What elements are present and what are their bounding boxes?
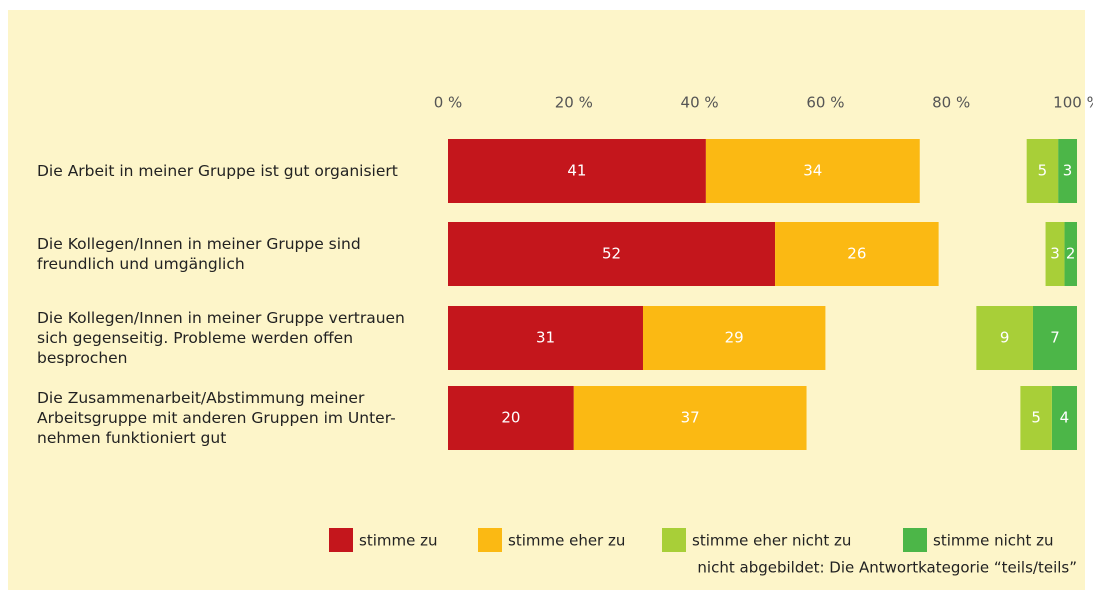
x-tick-label: 100 % bbox=[1053, 94, 1093, 112]
bar-segment bbox=[448, 306, 643, 370]
legend-swatch bbox=[329, 528, 353, 552]
value-label: 3 bbox=[1050, 245, 1060, 263]
value-label: 3 bbox=[1063, 162, 1073, 180]
bar-segment bbox=[1020, 386, 1052, 450]
panel bbox=[8, 10, 1085, 590]
value-label: 5 bbox=[1038, 162, 1048, 180]
x-tick-label: 0 % bbox=[434, 94, 463, 112]
bar-segment bbox=[448, 386, 574, 450]
x-tick-label: 80 % bbox=[932, 94, 970, 112]
legend-label: stimme nicht zu bbox=[933, 532, 1054, 550]
category-label: Die Arbeit in meiner Gruppe ist gut orga… bbox=[37, 162, 398, 180]
bar-segment bbox=[1026, 139, 1059, 203]
bar-segment bbox=[642, 306, 826, 370]
legend-swatch bbox=[903, 528, 927, 552]
value-label: 5 bbox=[1031, 409, 1041, 427]
value-label: 41 bbox=[567, 162, 586, 180]
value-label: 4 bbox=[1060, 409, 1070, 427]
value-label: 52 bbox=[602, 245, 621, 263]
legend-label: stimme zu bbox=[359, 532, 437, 550]
bar-segment bbox=[1058, 139, 1077, 203]
value-label: 7 bbox=[1050, 329, 1060, 347]
x-tick-label: 60 % bbox=[806, 94, 844, 112]
value-label: 31 bbox=[536, 329, 555, 347]
x-tick-label: 40 % bbox=[681, 94, 719, 112]
value-label: 9 bbox=[1000, 329, 1010, 347]
legend-swatch bbox=[662, 528, 686, 552]
category-label: Die Kollegen/Innen in meiner Gruppe vert… bbox=[37, 309, 405, 367]
legend-swatch bbox=[478, 528, 502, 552]
bar-segment bbox=[448, 222, 776, 286]
category-label: Die Kollegen/Innen in meiner Gruppe sind… bbox=[37, 235, 361, 273]
value-label: 26 bbox=[847, 245, 866, 263]
legend-label: stimme eher zu bbox=[508, 532, 625, 550]
value-label: 34 bbox=[803, 162, 822, 180]
bar-segment bbox=[1045, 222, 1065, 286]
value-label: 20 bbox=[501, 409, 520, 427]
bar-segment bbox=[1064, 222, 1077, 286]
bar-segment bbox=[976, 306, 1033, 370]
bar-segment bbox=[448, 139, 706, 203]
bar-segment bbox=[775, 222, 939, 286]
legend-label: stimme eher nicht zu bbox=[692, 532, 851, 550]
value-label: 37 bbox=[681, 409, 700, 427]
value-label: 29 bbox=[725, 329, 744, 347]
bar-segment bbox=[705, 139, 920, 203]
bar-segment bbox=[573, 386, 807, 450]
value-label: 2 bbox=[1066, 245, 1076, 263]
note: nicht abgebildet: Die Antwortkategorie “… bbox=[697, 559, 1077, 577]
category-label: Die Zusammenarbeit/Abstimmung meiner Arb… bbox=[37, 389, 396, 447]
bar-segment bbox=[1051, 386, 1077, 450]
x-tick-label: 20 % bbox=[555, 94, 593, 112]
bar-segment bbox=[1032, 306, 1077, 370]
